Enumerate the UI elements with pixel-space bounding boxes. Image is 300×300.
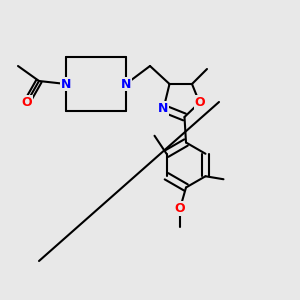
- Text: O: O: [175, 202, 185, 215]
- Text: N: N: [121, 77, 131, 91]
- Text: N: N: [158, 102, 169, 115]
- Text: N: N: [61, 77, 71, 91]
- Text: O: O: [194, 96, 205, 109]
- Text: O: O: [22, 95, 32, 109]
